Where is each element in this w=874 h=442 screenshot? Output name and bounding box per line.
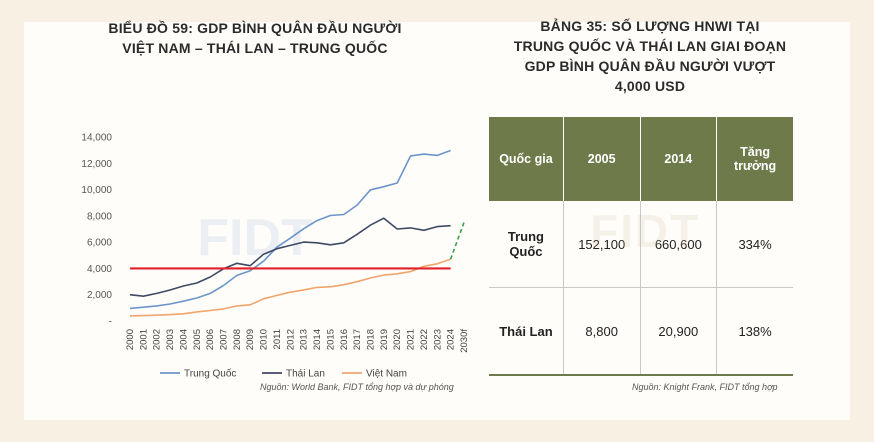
row-country: Thái Lan: [489, 287, 564, 376]
x-tick-label: 2018: [365, 329, 376, 350]
x-tick-label: 2014: [312, 329, 323, 350]
table-watermark: FIDT: [590, 204, 700, 258]
legend-label: Thái Lan: [286, 369, 325, 380]
header-2014: 2014: [640, 117, 718, 201]
x-tick-label: 2016: [339, 329, 350, 350]
watermark-text: FIDT: [590, 205, 701, 257]
x-tick-label: 2017: [352, 329, 363, 350]
row-2005: 8,800: [563, 287, 641, 376]
chart-watermark: FIDT: [197, 209, 313, 267]
y-tick-label: 12,000: [81, 159, 112, 170]
table-row: Trung Quốc 152,100 660,600 334%: [489, 201, 793, 288]
x-tick-label: 2024: [446, 329, 457, 350]
x-tick-label: 2007: [219, 329, 230, 350]
table-source: Nguồn: Knight Frank, FIDT tổng hợp: [632, 382, 778, 392]
x-tick-label: 2005: [192, 329, 203, 350]
table-title-line1: BẢNG 35: SỐ LƯỢNG HNWI TẠI: [540, 18, 760, 34]
x-tick-label: 2010: [259, 329, 270, 350]
table-title: BẢNG 35: SỐ LƯỢNG HNWI TẠI TRUNG QUỐC VÀ…: [470, 16, 830, 96]
table-title-line4: 4,000 USD: [614, 78, 686, 94]
x-tick-label: 2020: [392, 329, 403, 350]
header-country: Quốc gia: [489, 117, 564, 201]
x-tick-label: 2009: [245, 329, 256, 350]
row-2014: 20,900: [640, 287, 718, 376]
x-tick-label: 2013: [299, 329, 310, 350]
series-line: [129, 217, 451, 297]
row-2005: 152,100: [563, 201, 641, 288]
row-country: Trung Quốc: [489, 201, 564, 288]
x-tick-label: 2002: [152, 329, 163, 350]
table-title-line2: TRUNG QUỐC VÀ THÁI LAN GIAI ĐOẠN: [513, 38, 787, 54]
x-tick-label: 2001: [138, 329, 149, 350]
y-tick-label: 4,000: [87, 264, 112, 275]
row-growth: 334%: [716, 201, 793, 288]
y-tick-label: 6,000: [87, 238, 112, 249]
x-tick-label: 2004: [178, 329, 189, 350]
x-tick-label: 2015: [325, 329, 336, 350]
gdp-line-chart: FIDT - 2,000 4,000 6,000 8,000 10,000 12,000 14,…: [81, 133, 470, 380]
x-tick-label: 2003: [165, 329, 176, 350]
chart-title-line2: VIỆT NAM – THÁI LAN – TRUNG QUỐC: [122, 40, 388, 56]
series-line: [449, 222, 465, 260]
legend-label: Việt Nam: [366, 369, 407, 380]
table-title-line3: GDP BÌNH QUÂN ĐẦU NGƯỜI VƯỢT: [524, 58, 776, 74]
x-tick-label: 2008: [232, 329, 243, 350]
table-header-row: Quốc gia 2005 2014 Tăng trưởng: [489, 117, 793, 201]
x-tick-label: 2011: [272, 329, 283, 349]
table-row: Thái Lan 8,800 20,900 138%: [489, 287, 793, 376]
x-tick-label: 2021: [406, 329, 417, 350]
chart-title: BIỂU ĐỒ 59: GDP BÌNH QUÂN ĐẦU NGƯỜI VIỆT…: [60, 18, 450, 58]
y-tick-label: 14,000: [81, 133, 112, 144]
header-2005: 2005: [563, 117, 641, 201]
series-line: [129, 149, 451, 310]
x-tick-label: 2030f: [459, 329, 470, 353]
legend-label: Trung Quốc: [184, 368, 236, 380]
x-tick-label: 2023: [432, 329, 443, 350]
x-tick-label: 2000: [125, 329, 136, 350]
row-growth: 138%: [716, 287, 793, 376]
y-tick-label: 2,000: [87, 290, 112, 301]
chart-source: Nguồn: World Bank, FIDT tổng hợp và dự p…: [260, 382, 454, 392]
chart-title-line1: BIỂU ĐỒ 59: GDP BÌNH QUÂN ĐẦU NGƯỜI: [108, 20, 402, 36]
hnwi-table: Quốc gia 2005 2014 Tăng trưởng Trung Quố…: [489, 117, 793, 376]
y-tick-label: 8,000: [87, 211, 112, 222]
x-tick-label: 2012: [285, 329, 296, 350]
series-line: [129, 258, 451, 317]
x-tick-label: 2006: [205, 329, 216, 350]
x-tick-label: 2022: [419, 329, 430, 350]
y-tick-label: -: [109, 317, 112, 328]
row-2014: 660,600: [640, 201, 718, 288]
header-growth: Tăng trưởng: [716, 117, 793, 201]
x-tick-label: 2019: [379, 329, 390, 350]
y-tick-label: 10,000: [81, 185, 112, 196]
